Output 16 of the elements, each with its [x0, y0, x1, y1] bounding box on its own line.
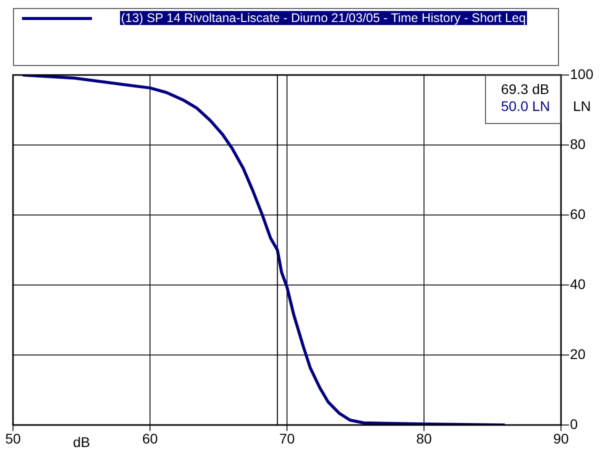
y-tick-label: 40	[570, 276, 586, 292]
annotation: 50.0 LN	[501, 98, 552, 115]
y-tick-label: 20	[570, 346, 586, 362]
x-tick-label: 60	[142, 430, 158, 446]
text: (13) SP 14 Rivoltana-Liscate - Diurno 21/03/05 - Time History - Short Leq	[120, 11, 527, 25]
x-tick-label: 70	[279, 430, 295, 446]
x-tick-label: 90	[553, 430, 569, 446]
y-tick-label: 100	[570, 66, 594, 82]
y-tick-label: 0	[570, 416, 578, 432]
y-tick-label: 60	[570, 206, 586, 222]
y-axis-title: LN	[573, 98, 591, 114]
x-tick-label: 80	[416, 430, 432, 446]
y-tick-label: 80	[570, 136, 586, 152]
annotation: 69.3 dB	[501, 81, 550, 98]
x-tick-label: 50	[5, 430, 21, 446]
x-axis-title: dB	[72, 434, 90, 450]
